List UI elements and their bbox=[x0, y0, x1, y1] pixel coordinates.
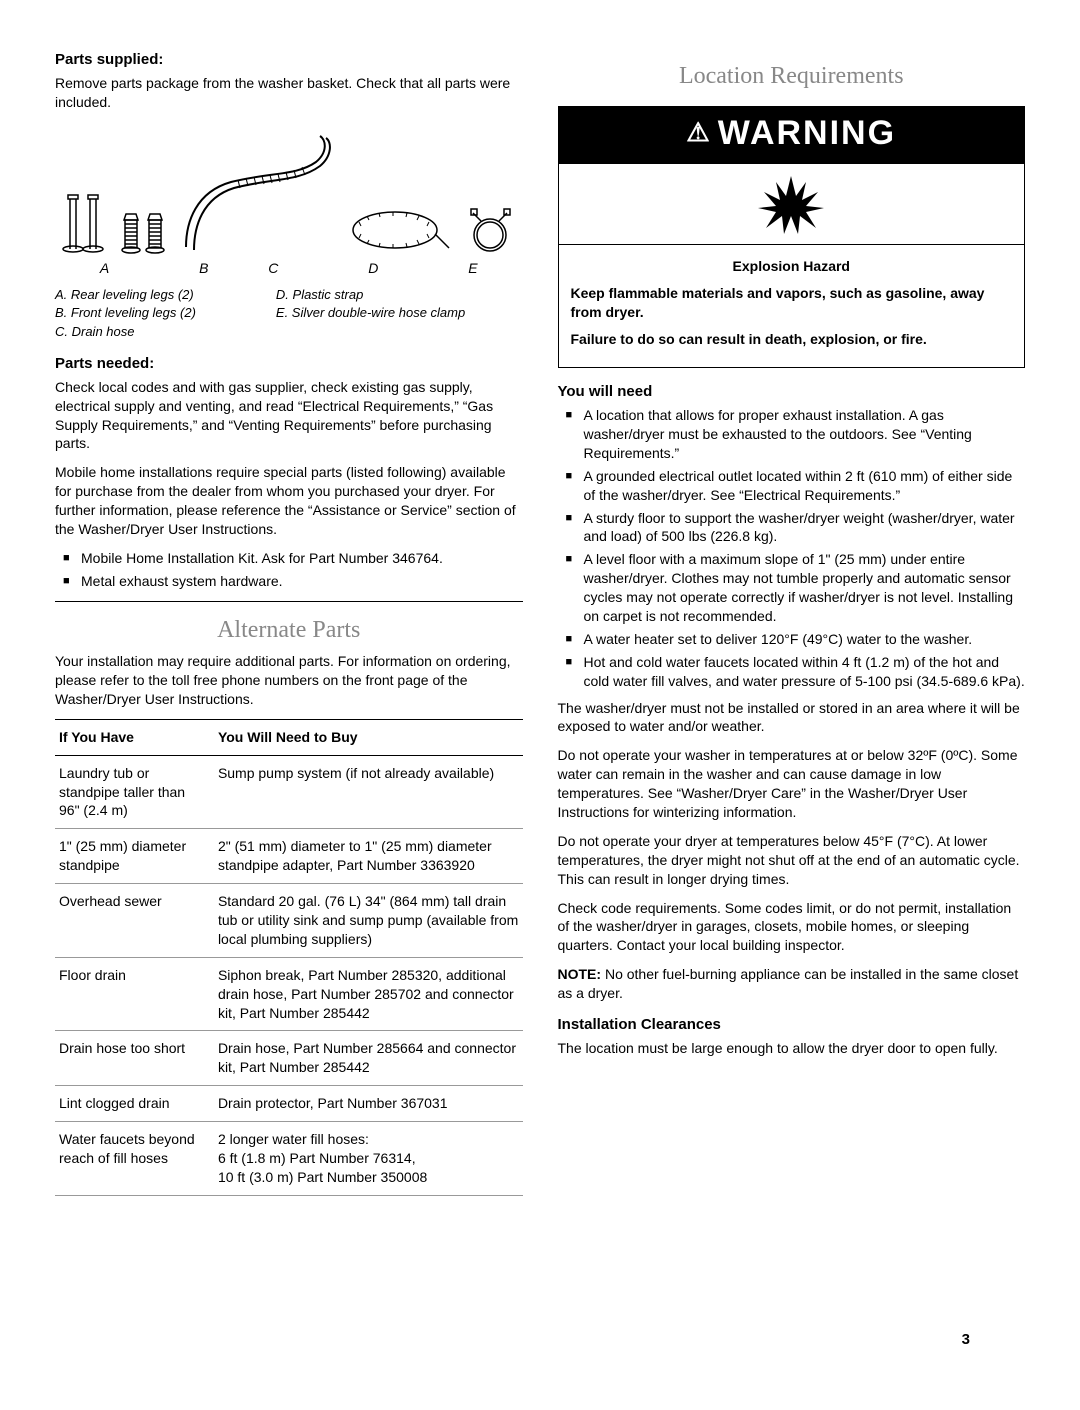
body-para: Check code requirements. Some codes limi… bbox=[558, 899, 1026, 956]
table-row: Overhead sewerStandard 20 gal. (76 L) 34… bbox=[55, 884, 523, 958]
body-para: Do not operate your washer in temperatur… bbox=[558, 746, 1026, 822]
table-cell: Lint clogged drain bbox=[55, 1086, 214, 1122]
diag-label: B bbox=[199, 259, 208, 278]
table-row: Floor drainSiphon break, Part Number 285… bbox=[55, 957, 523, 1031]
table-cell: Standard 20 gal. (76 L) 34" (864 mm) tal… bbox=[214, 884, 523, 958]
table-row: Lint clogged drainDrain protector, Part … bbox=[55, 1086, 523, 1122]
warning-label: WARNING bbox=[718, 114, 896, 152]
table-cell: Water faucets beyond reach of fill hoses bbox=[55, 1122, 214, 1196]
left-column: Parts supplied: Remove parts package fro… bbox=[55, 50, 523, 1196]
list-item: Mobile Home Installation Kit. Ask for Pa… bbox=[55, 549, 523, 568]
warning-triangle-icon: ⚠ bbox=[686, 117, 711, 147]
explosion-icon-row bbox=[558, 164, 1026, 245]
alternate-parts-heading: Alternate Parts bbox=[55, 614, 523, 646]
table-row: 1" (25 mm) diameter standpipe2" (51 mm) … bbox=[55, 829, 523, 884]
front-legs-icon bbox=[118, 202, 168, 257]
warning-banner: ⚠WARNING bbox=[558, 106, 1026, 164]
diag-label: A bbox=[100, 259, 109, 278]
you-will-need-heading: You will need bbox=[558, 382, 1026, 402]
parts-legend: A. Rear leveling legs (2) B. Front level… bbox=[55, 286, 523, 342]
table-cell: Drain hose, Part Number 285664 and conne… bbox=[214, 1031, 523, 1086]
note-body: No other fuel-burning appliance can be i… bbox=[558, 966, 1019, 1001]
table-header: If You Have bbox=[55, 719, 214, 755]
alternate-parts-table: If You Have You Will Need to Buy Laundry… bbox=[55, 719, 523, 1196]
legend-item: C. Drain hose bbox=[55, 323, 196, 341]
table-cell: Overhead sewer bbox=[55, 884, 214, 958]
table-row: Drain hose too shortDrain hose, Part Num… bbox=[55, 1031, 523, 1086]
note-para: NOTE: No other fuel-burning appliance ca… bbox=[558, 965, 1026, 1003]
explosion-icon bbox=[756, 174, 826, 234]
legend-item: B. Front leveling legs (2) bbox=[55, 304, 196, 322]
parts-supplied-body: Remove parts package from the washer bas… bbox=[55, 74, 523, 112]
divider bbox=[55, 601, 523, 602]
table-cell: 2" (51 mm) diameter to 1" (25 mm) diamet… bbox=[214, 829, 523, 884]
list-item: A level floor with a maximum slope of 1"… bbox=[558, 550, 1026, 626]
list-item: A water heater set to deliver 120°F (49°… bbox=[558, 630, 1026, 649]
clearances-heading: Installation Clearances bbox=[558, 1015, 1026, 1035]
table-cell: Laundry tub or standpipe taller than 96"… bbox=[55, 755, 214, 829]
body-para: Do not operate your dryer at temperature… bbox=[558, 832, 1026, 889]
parts-needed-list: Mobile Home Installation Kit. Ask for Pa… bbox=[55, 549, 523, 591]
parts-supplied-heading: Parts supplied: bbox=[55, 50, 523, 70]
hazard-text: Keep flammable materials and vapors, suc… bbox=[571, 284, 1013, 322]
list-item: A sturdy floor to support the washer/dry… bbox=[558, 509, 1026, 547]
diag-label: E bbox=[468, 259, 477, 278]
right-column: Location Requirements ⚠WARNING Explosion… bbox=[558, 50, 1026, 1196]
diag-label: C bbox=[268, 259, 278, 278]
hazard-title: Explosion Hazard bbox=[571, 257, 1013, 276]
hose-clamp-icon bbox=[463, 207, 518, 257]
parts-needed-heading: Parts needed: bbox=[55, 354, 523, 374]
drain-hose-icon bbox=[176, 132, 336, 257]
parts-needed-para: Check local codes and with gas supplier,… bbox=[55, 378, 523, 454]
list-item: A location that allows for proper exhaus… bbox=[558, 406, 1026, 463]
table-cell: 2 longer water fill hoses: 6 ft (1.8 m) … bbox=[214, 1122, 523, 1196]
parts-needed-para: Mobile home installations require specia… bbox=[55, 463, 523, 539]
legend-item: A. Rear leveling legs (2) bbox=[55, 286, 196, 304]
list-item: A grounded electrical outlet located wit… bbox=[558, 467, 1026, 505]
alternate-intro: Your installation may require additional… bbox=[55, 652, 523, 709]
note-label: NOTE: bbox=[558, 966, 602, 982]
body-para: The washer/dryer must not be installed o… bbox=[558, 699, 1026, 737]
page-number: 3 bbox=[962, 1330, 970, 1350]
parts-diagram bbox=[55, 122, 523, 257]
plastic-strap-icon bbox=[345, 202, 455, 257]
table-cell: 1" (25 mm) diameter standpipe bbox=[55, 829, 214, 884]
diag-label: D bbox=[368, 259, 378, 278]
table-cell: Drain hose too short bbox=[55, 1031, 214, 1086]
table-cell: Drain protector, Part Number 367031 bbox=[214, 1086, 523, 1122]
rear-legs-icon bbox=[59, 187, 109, 257]
diagram-label-row: A B C D E bbox=[55, 259, 523, 278]
clearances-body: The location must be large enough to all… bbox=[558, 1039, 1026, 1058]
list-item: Metal exhaust system hardware. bbox=[55, 572, 523, 591]
location-req-heading: Location Requirements bbox=[558, 60, 1026, 92]
hazard-box: Explosion Hazard Keep flammable material… bbox=[558, 245, 1026, 368]
table-row: Water faucets beyond reach of fill hoses… bbox=[55, 1122, 523, 1196]
table-cell: Siphon break, Part Number 285320, additi… bbox=[214, 957, 523, 1031]
table-cell: Sump pump system (if not already availab… bbox=[214, 755, 523, 829]
you-will-need-list: A location that allows for proper exhaus… bbox=[558, 406, 1026, 690]
legend-item: D. Plastic strap bbox=[276, 286, 465, 304]
list-item: Hot and cold water faucets located withi… bbox=[558, 653, 1026, 691]
table-header: You Will Need to Buy bbox=[214, 719, 523, 755]
hazard-text: Failure to do so can result in death, ex… bbox=[571, 330, 1013, 349]
legend-item: E. Silver double-wire hose clamp bbox=[276, 304, 465, 322]
table-row: Laundry tub or standpipe taller than 96"… bbox=[55, 755, 523, 829]
table-cell: Floor drain bbox=[55, 957, 214, 1031]
